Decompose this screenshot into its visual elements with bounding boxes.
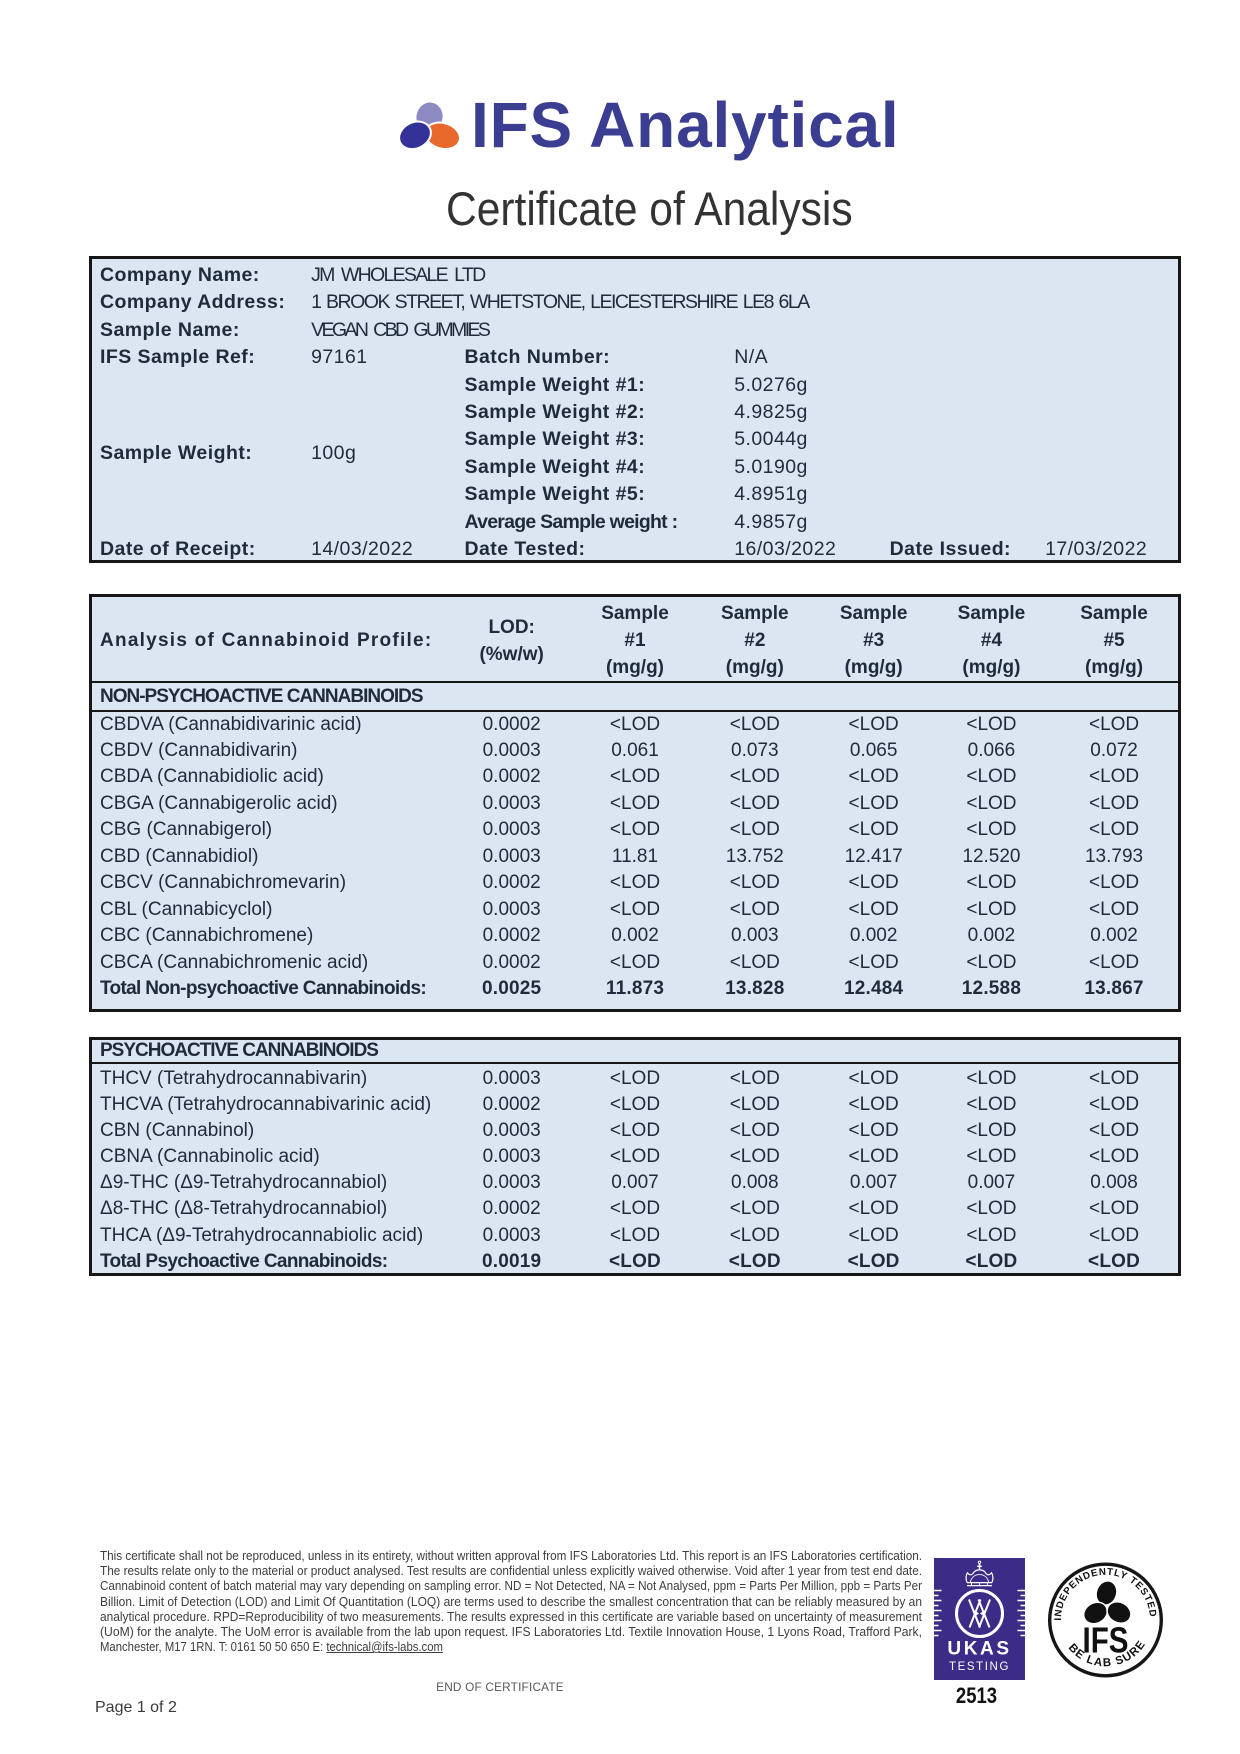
svg-text:TESTING: TESTING xyxy=(949,1661,1010,1673)
svg-text:IFS: IFS xyxy=(1083,1620,1129,1661)
svg-text:UKAS: UKAS xyxy=(947,1639,1011,1660)
